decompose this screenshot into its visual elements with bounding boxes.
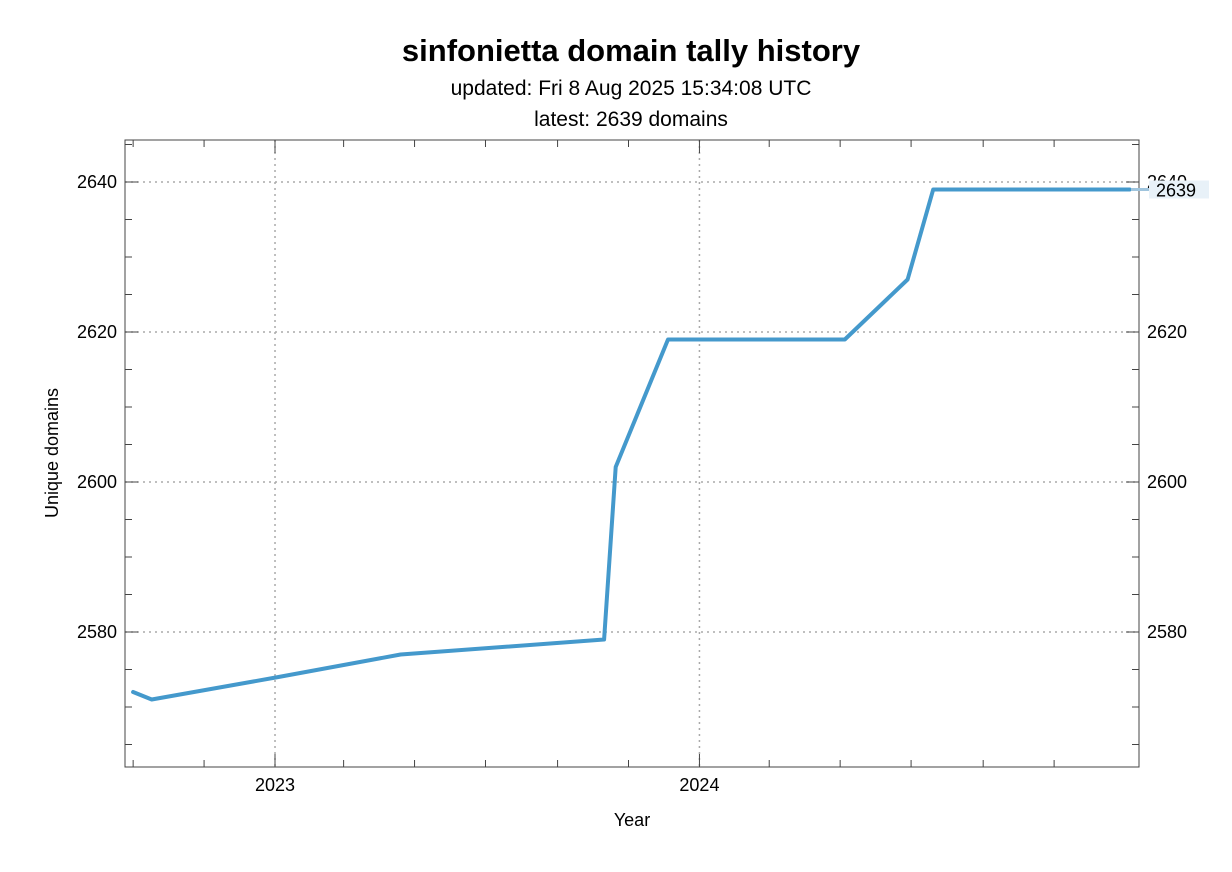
label-layer: 2580258026002600262026202640264020232024…	[77, 172, 1209, 795]
latest-marker-background	[1149, 180, 1209, 199]
chart-subtitle-updated: updated: Fri 8 Aug 2025 15:34:08 UTC	[450, 77, 812, 100]
chart-subtitle-latest: latest: 2639 domains	[534, 108, 728, 131]
y-tick-label-left: 2620	[77, 322, 117, 342]
y-tick-label-left: 2580	[77, 622, 117, 642]
grid-layer	[125, 140, 1139, 767]
y-tick-label-right: 2580	[1147, 622, 1187, 642]
x-axis-label: Year	[614, 810, 650, 830]
plot-frame	[124, 139, 1140, 768]
y-tick-label-right: 2620	[1147, 322, 1187, 342]
y-tick-label-left: 2640	[77, 172, 117, 192]
series-layer	[131, 187, 1132, 702]
latest-marker-label: 2639	[1156, 181, 1196, 201]
chart-title: sinfonietta domain tally history	[401, 33, 861, 68]
y-tick-label-left: 2600	[77, 472, 117, 492]
y-tick-label-right: 2600	[1147, 472, 1187, 492]
x-tick-label: 2024	[679, 775, 719, 795]
tick-layer	[125, 140, 1139, 767]
x-tick-label: 2023	[255, 775, 295, 795]
y-axis-label: Unique domains	[42, 388, 62, 518]
data-line	[131, 187, 1132, 702]
